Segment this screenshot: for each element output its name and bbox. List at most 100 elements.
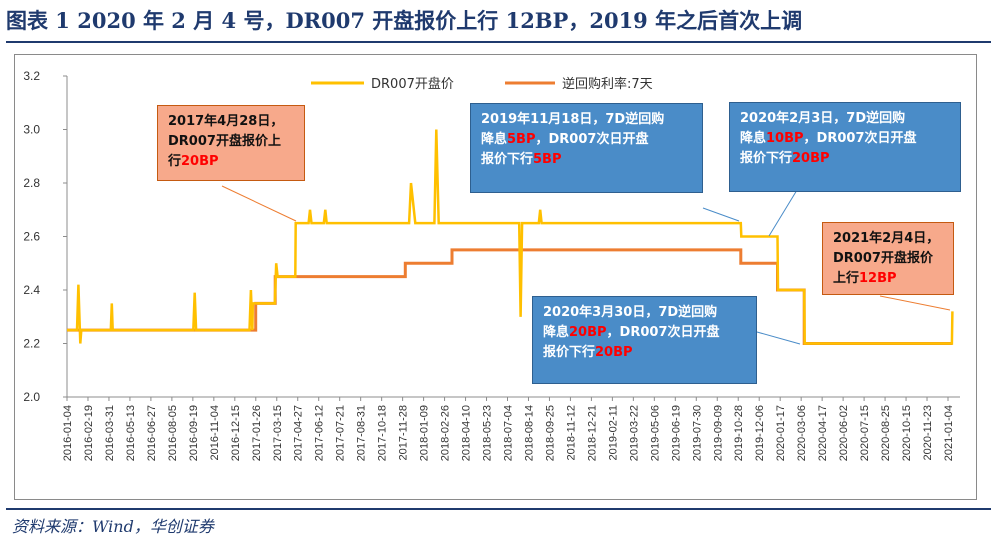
source-divider	[6, 508, 991, 510]
callout-line: 降息10BP，DR007次日开盘	[740, 129, 950, 149]
y-tick-label: 2.0	[23, 390, 40, 404]
x-tick-label: 2020-07-15	[859, 405, 871, 461]
callout-line: 报价下行20BP	[740, 149, 950, 169]
callout-leader-2020-03-30	[756, 331, 801, 345]
chart-frame	[14, 54, 977, 500]
x-tick-label: 2016-01-04	[62, 405, 74, 461]
x-tick-label: 2018-01-09	[419, 405, 431, 461]
x-tick-label: 2017-01-26	[251, 405, 263, 461]
callout-2020-03-30: 2020年3月30日，7D逆回购 降息20BP，DR007次日开盘 报价下行20BP	[532, 296, 757, 384]
callout-text: DR007开盘报价	[833, 251, 933, 266]
callout-text: 报价下行	[481, 152, 534, 167]
callout-line: 2020年2月3日，7D逆回购	[740, 109, 950, 129]
x-tick-label: 2020-01-17	[775, 405, 787, 461]
x-tick-label: 2018-12-21	[586, 405, 598, 461]
x-tick-label: 2018-09-25	[544, 405, 556, 461]
x-tick-label: 2019-06-19	[670, 405, 682, 461]
x-tick-label: 2019-07-30	[691, 405, 703, 461]
x-tick-label: 2016-06-27	[146, 405, 158, 461]
x-tick-label: 2020-04-17	[817, 405, 829, 461]
x-tick-label: 2018-08-14	[523, 405, 535, 461]
x-tick-label: 2017-03-15	[272, 405, 284, 461]
callout-line: 报价下行20BP	[543, 343, 746, 363]
x-tick-label: 2019-10-28	[733, 405, 745, 461]
x-tick-label: 2018-02-26	[440, 405, 452, 461]
callout-highlight: 20BP	[181, 154, 219, 169]
callout-line: 2019年11月18日，7D逆回购	[481, 110, 692, 130]
x-tick-label: 2020-08-25	[880, 405, 892, 461]
callout-line: DR007开盘报价	[833, 249, 943, 269]
callout-text: ，DR007次日开盘	[535, 132, 649, 147]
callout-2019-11: 2019年11月18日，7D逆回购 降息5BP，DR007次日开盘 报价下行5BP	[470, 103, 703, 193]
callout-2017: 2017年4月28日， DR007开盘报价上 行20BP	[157, 105, 305, 181]
callout-highlight: 5BP	[533, 152, 562, 167]
legend-item-dr007-label: DR007开盘价	[371, 76, 454, 92]
x-tick-label: 2016-08-05	[167, 405, 179, 461]
callout-text: 降息	[543, 325, 570, 340]
y-tick-label: 3.2	[23, 69, 40, 83]
callout-highlight: 12BP	[859, 271, 897, 286]
x-tick-label: 2017-11-28	[398, 405, 410, 460]
chart-title: 图表 1 2020 年 2 月 4 号，DR007 开盘报价上行 12BP，20…	[6, 8, 803, 33]
x-tick-label: 2017-10-18	[377, 405, 389, 461]
callout-text: 报价下行	[740, 151, 793, 166]
callout-line: 降息5BP，DR007次日开盘	[481, 130, 692, 150]
x-tick-label: 2018-07-04	[503, 405, 515, 461]
x-tick-label: 2016-12-15	[230, 405, 242, 461]
callout-text: ，DR007次日开盘	[803, 131, 917, 146]
x-tick-label: 2016-11-04	[209, 405, 221, 460]
callout-text: 报价下行	[543, 345, 596, 360]
callout-line: 报价下行5BP	[481, 150, 692, 170]
x-tick-label: 2020-10-15	[901, 405, 913, 461]
x-tick-label: 2019-03-22	[628, 405, 640, 461]
x-tick-label: 2016-03-31	[104, 405, 116, 461]
x-tick-label: 2017-08-31	[356, 405, 368, 461]
callout-line: 行20BP	[168, 152, 294, 172]
x-tick-label: 2018-05-23	[482, 405, 494, 461]
x-tick-label: 2019-09-09	[712, 405, 724, 461]
x-tick-label: 2018-04-10	[461, 405, 473, 461]
y-tick-label: 2.4	[23, 283, 40, 297]
legend-item-reverse-repo-label: 逆回购利率:7天	[562, 76, 653, 92]
callout-highlight: 5BP	[507, 132, 536, 147]
callout-line: 2021年2月4日，	[833, 229, 943, 249]
callout-text: 2020年3月30日，7D逆回购	[543, 305, 718, 320]
x-tick-label: 2020-06-02	[838, 405, 850, 461]
source-note: 资料来源：Wind，华创证券	[12, 517, 214, 536]
callout-text: 2020年2月3日，7D逆回购	[740, 111, 906, 126]
callout-2021: 2021年2月4日， DR007开盘报价 上行12BP	[822, 222, 954, 295]
x-tick-label: 2017-07-21	[335, 405, 347, 461]
callout-text: 上行	[833, 271, 860, 286]
y-tick-label: 2.6	[23, 230, 40, 244]
callout-line: 2017年4月28日，	[168, 112, 294, 132]
callout-2020-02-03: 2020年2月3日，7D逆回购 降息10BP，DR007次日开盘 报价下行20BP	[729, 102, 961, 192]
callout-text: 降息	[740, 131, 767, 146]
title-divider	[6, 41, 991, 43]
callout-highlight: 20BP	[569, 325, 607, 340]
y-tick-label: 3.0	[23, 123, 40, 137]
x-tick-label: 2016-05-13	[125, 405, 137, 461]
y-tick-label: 2.2	[23, 337, 40, 351]
x-tick-label: 2020-03-06	[796, 405, 808, 461]
callout-leader-2020-02-03	[768, 189, 798, 237]
x-tick-label: 2017-04-27	[293, 405, 305, 461]
callout-leader-2019-11	[702, 207, 740, 222]
callout-leader-2021	[879, 295, 951, 311]
series-line-dr007	[67, 129, 954, 345]
callout-line: DR007开盘报价上	[168, 132, 294, 152]
callout-highlight: 20BP	[792, 151, 830, 166]
x-tick-label: 2016-02-19	[83, 405, 95, 461]
x-tick-label: 2018-11-12	[565, 405, 577, 460]
callout-text: DR007开盘报价上	[168, 134, 281, 149]
callout-text: 行	[168, 154, 182, 169]
callout-highlight: 20BP	[595, 345, 633, 360]
x-tick-label: 2019-05-06	[649, 405, 661, 461]
x-tick-label: 2020-11-23	[922, 405, 934, 460]
callout-line: 上行12BP	[833, 269, 943, 289]
callout-text: 2021年2月4日，	[833, 231, 940, 246]
x-tick-label: 2017-06-12	[314, 405, 326, 461]
x-tick-label: 2019-02-11	[607, 405, 619, 460]
callout-highlight: 10BP	[766, 131, 804, 146]
x-tick-label: 2016-09-19	[188, 405, 200, 461]
